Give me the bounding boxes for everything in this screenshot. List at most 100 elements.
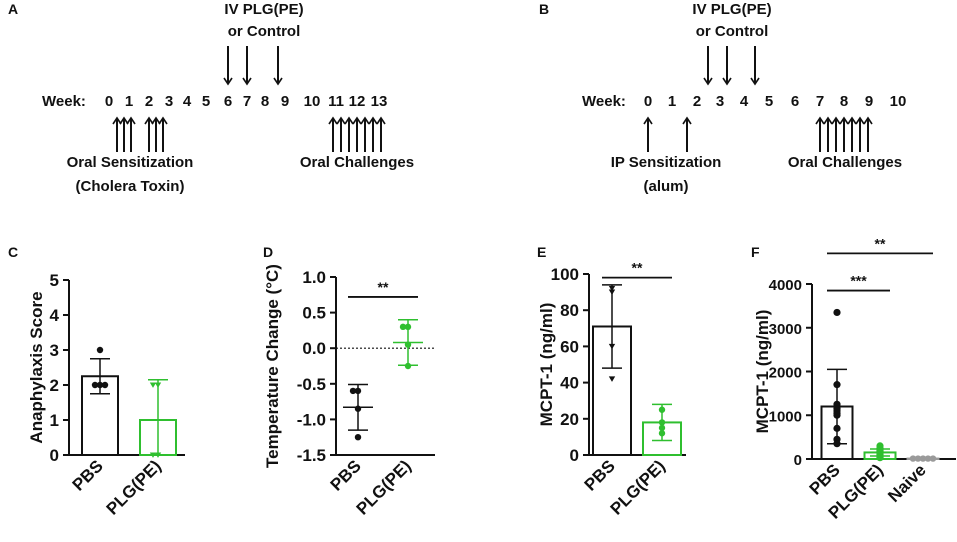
data-point	[658, 419, 666, 426]
data-point	[914, 455, 922, 462]
week-number: 7	[816, 93, 824, 110]
x-category-label: PBS	[581, 456, 619, 494]
sensitization-arrow-head	[643, 116, 653, 125]
y-tick-label: 3	[50, 341, 59, 360]
week-number: 0	[105, 93, 113, 110]
y-tick-label: 1000	[769, 408, 802, 425]
sensitization-arrow-head	[682, 116, 692, 125]
group-label: IP Sensitization	[611, 154, 722, 171]
week-number: 11	[328, 93, 344, 110]
treatment-label: IV PLG(PE)	[224, 1, 303, 18]
week-number: 10	[304, 93, 321, 110]
x-category-label: PLG(PE)	[353, 456, 415, 518]
treatment-arrow-head	[273, 77, 283, 86]
week-label: Week:	[582, 93, 626, 110]
group-label: Oral Challenges	[788, 154, 902, 171]
week-number: 8	[261, 93, 269, 110]
group-label: (alum)	[644, 178, 689, 195]
panel-letter: E	[537, 244, 546, 260]
y-tick-label: 1	[50, 411, 59, 430]
data-point	[658, 406, 666, 413]
significance-label: ***	[850, 273, 867, 289]
data-point	[91, 381, 99, 389]
week-number: 1	[668, 93, 676, 110]
y-axis-label: Temperature Change (°C)	[263, 264, 282, 468]
treatment-label: or Control	[696, 23, 769, 40]
data-point	[833, 308, 841, 317]
sensitization-arrow-head	[823, 116, 833, 125]
week-number: 3	[716, 93, 724, 110]
panel-letter: D	[263, 244, 273, 260]
x-category-label: PLG(PE)	[103, 456, 165, 518]
y-tick-label: 3000	[769, 321, 802, 338]
significance-label: **	[632, 260, 643, 276]
sensitization-arrow-head	[126, 116, 136, 125]
week-number: 9	[865, 93, 873, 110]
y-axis-label: MCPT-1 (ng/ml)	[537, 303, 556, 427]
data-point	[608, 376, 616, 382]
y-tick-label: 0	[50, 446, 59, 465]
data-point	[909, 455, 917, 462]
sensitization-arrow-head	[336, 116, 346, 125]
y-tick-label: 2000	[769, 365, 802, 382]
data-point	[154, 382, 162, 388]
sensitization-arrow-head	[368, 116, 378, 125]
sensitization-arrow-head	[119, 116, 129, 125]
week-number: 2	[145, 93, 153, 110]
y-tick-label: -1.5	[297, 446, 326, 465]
y-tick-label: 0	[570, 446, 579, 465]
treatment-label: or Control	[228, 23, 301, 40]
y-tick-label: 0	[794, 452, 802, 469]
x-category-label: PLG(PE)	[607, 456, 669, 518]
week-number: 6	[224, 93, 232, 110]
data-point	[608, 289, 616, 295]
week-number: 0	[644, 93, 652, 110]
week-number: 5	[202, 93, 210, 110]
y-tick-label: 0.5	[302, 304, 326, 323]
data-point	[149, 452, 157, 458]
week-number: 8	[840, 93, 848, 110]
treatment-arrow-head	[242, 77, 252, 86]
significance-label: **	[378, 279, 389, 295]
sensitization-arrow-head	[815, 116, 825, 125]
week-number: 12	[349, 93, 366, 110]
x-category-label: Naive	[884, 460, 930, 506]
sensitization-arrow-head	[831, 116, 841, 125]
week-label: Week:	[42, 93, 86, 110]
treatment-arrow-head	[703, 77, 713, 86]
data-point	[349, 387, 357, 395]
data-point	[404, 323, 412, 331]
data-point	[876, 454, 884, 462]
panel-letter: F	[751, 244, 760, 260]
data-point	[96, 381, 104, 389]
sensitization-arrow-head	[839, 116, 849, 125]
significance-label: **	[875, 235, 886, 251]
sensitization-arrow-head	[151, 116, 161, 125]
sensitization-arrow-head	[344, 116, 354, 125]
sensitization-arrow-head	[112, 116, 122, 125]
x-category-label: PBS	[327, 456, 365, 494]
data-point	[833, 381, 841, 389]
y-tick-label: 60	[560, 337, 579, 356]
treatment-arrow-head	[750, 77, 760, 86]
week-number: 3	[165, 93, 173, 110]
data-point	[919, 455, 927, 462]
data-point	[354, 387, 362, 395]
y-tick-label: 4	[50, 306, 60, 325]
data-point	[608, 343, 616, 350]
week-number: 6	[791, 93, 799, 110]
y-axis-label: Anaphylaxis Score	[27, 291, 46, 443]
y-tick-label: 0.0	[302, 339, 326, 358]
y-tick-label: 80	[560, 301, 579, 320]
y-tick-label: -0.5	[297, 375, 326, 394]
week-number: 13	[371, 93, 388, 110]
panel-letter: B	[539, 1, 549, 17]
y-tick-label: 40	[560, 374, 579, 393]
data-point	[404, 341, 412, 348]
x-category-label: PBS	[69, 456, 107, 494]
sensitization-arrow-head	[352, 116, 362, 125]
sensitization-arrow-head	[360, 116, 370, 125]
data-point	[154, 452, 162, 458]
data-point	[658, 430, 666, 437]
